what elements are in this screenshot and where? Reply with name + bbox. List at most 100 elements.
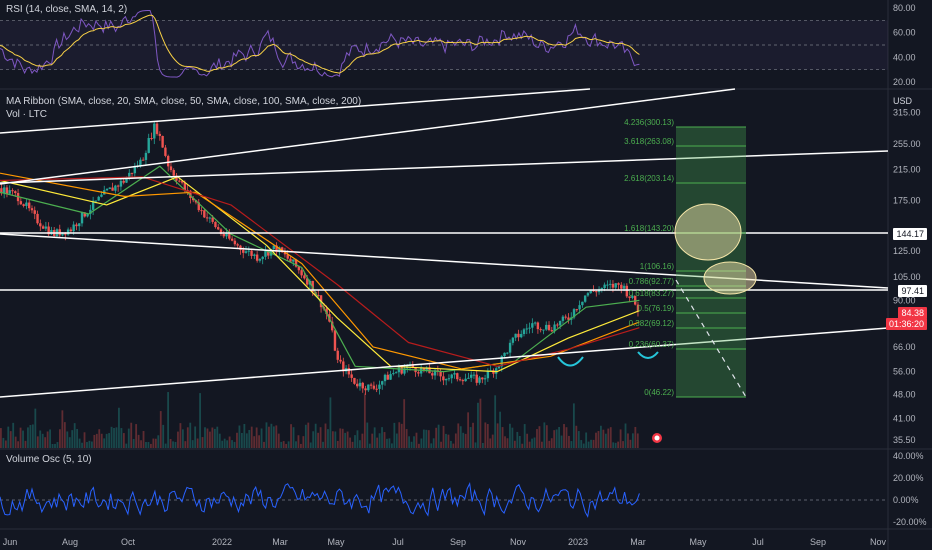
candle-body: [100, 194, 103, 197]
volume-bar: [590, 439, 592, 448]
volume-bar: [624, 423, 627, 448]
candle-body: [469, 374, 473, 378]
volume-bar: [494, 395, 497, 448]
candle-body: [336, 350, 339, 360]
candle-body: [69, 229, 73, 232]
candle-body: [169, 166, 173, 171]
candle-body: [264, 250, 267, 257]
volume-bar: [295, 441, 297, 448]
candle-body: [292, 259, 295, 262]
volume-bar: [484, 422, 487, 448]
current-price-tag: 84.38: [898, 307, 927, 319]
rsi-axis-tick: 60.00: [893, 28, 916, 38]
candle-body: [94, 200, 98, 202]
volume-bar: [454, 433, 457, 448]
volume-bar: [125, 443, 128, 448]
candle-body: [50, 230, 53, 235]
volume-bar: [226, 440, 229, 448]
candle-body: [475, 374, 478, 383]
volume-bar: [381, 427, 383, 448]
volume-bar: [469, 427, 472, 448]
candle-body: [358, 382, 362, 387]
candle-body: [297, 266, 301, 271]
volume-bar: [565, 427, 568, 448]
volume-bar: [90, 441, 93, 448]
osc-axis-tick: 0.00%: [893, 495, 919, 505]
rsi-axis-tick: 80.00: [893, 3, 916, 13]
candle-body: [183, 182, 187, 191]
volume-bar: [597, 431, 600, 448]
candle-body: [72, 224, 75, 232]
volume-bar: [563, 424, 565, 448]
candle-body: [44, 226, 48, 229]
volume-bar: [622, 441, 624, 448]
volume-bar: [221, 440, 224, 448]
volume-bar: [211, 427, 214, 448]
candle-body: [500, 356, 503, 367]
candle-body: [522, 329, 526, 335]
candle-body: [219, 229, 223, 234]
volume-bar: [115, 427, 118, 448]
time-axis-tick: Mar: [272, 537, 288, 547]
volume-bar: [486, 424, 489, 448]
volume-bar: [349, 437, 351, 448]
volume-bar: [63, 422, 66, 448]
volume-bar: [452, 443, 455, 448]
volume-bar: [553, 430, 556, 448]
volume-bar: [95, 433, 98, 448]
volume-bar: [418, 443, 420, 448]
fib-level-label: 0.786(92.77): [629, 277, 675, 286]
volume-bar: [393, 422, 396, 448]
volume-bar: [395, 433, 398, 448]
volume-bar: [509, 423, 511, 448]
volume-bar: [9, 431, 12, 448]
candle-body: [508, 342, 512, 353]
candle-body: [125, 177, 128, 183]
volume-bar: [363, 393, 366, 448]
volume-bar: [162, 424, 165, 448]
candle-body: [356, 383, 359, 387]
candle-body: [631, 295, 634, 298]
volume-bar: [575, 425, 578, 448]
volume-bar: [83, 432, 86, 448]
bar-countdown-timer: 01:36:20: [885, 318, 927, 330]
volume-bar: [499, 411, 501, 448]
candle-body: [364, 388, 367, 391]
volume-bar: [157, 435, 160, 448]
candle-body: [267, 250, 270, 256]
candle-body: [0, 188, 3, 194]
candle-body: [158, 133, 162, 136]
candle-body: [603, 284, 606, 288]
volume-bar: [629, 439, 632, 448]
candle-body: [191, 198, 195, 201]
price-axis-tick: 56.00: [893, 367, 916, 377]
volume-bar: [179, 423, 182, 448]
candle-body: [128, 172, 131, 178]
volume-bar: [184, 441, 187, 448]
candle-body: [595, 291, 598, 293]
candle-body: [392, 373, 395, 375]
candle-body: [225, 233, 228, 237]
volume-bar: [506, 438, 509, 448]
candle-body: [411, 364, 415, 368]
candle-body: [458, 379, 462, 381]
volume-bar: [177, 431, 179, 448]
volume-bar: [636, 433, 639, 448]
volume-bar: [477, 402, 479, 448]
fib-level-label: 4.236(300.13): [624, 118, 674, 127]
volume-bar: [270, 423, 273, 448]
volume-bar: [504, 436, 506, 448]
candle-body: [261, 256, 264, 259]
volume-bar: [24, 440, 27, 448]
candle-body: [8, 190, 11, 194]
candle-body: [258, 258, 262, 261]
volume-bar: [54, 443, 56, 448]
volume-bar: [181, 429, 184, 448]
volume-bar: [580, 440, 583, 448]
candle-body: [442, 376, 445, 381]
volume-bar: [309, 442, 312, 448]
candle-body: [294, 259, 298, 267]
candle-body: [211, 217, 214, 222]
volume-bar: [334, 431, 337, 448]
candle-body: [467, 377, 470, 379]
